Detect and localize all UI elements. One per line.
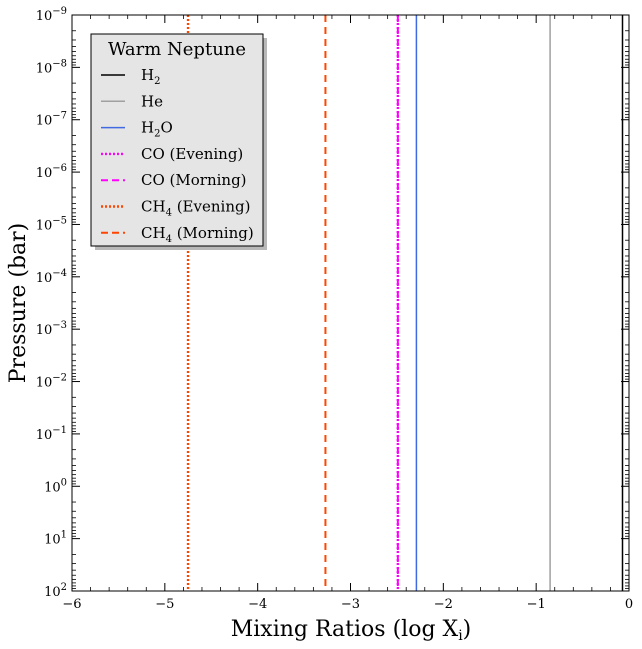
legend-entries: H2 He H2O CO (Evening) CO (Morning) CH4 (Even…	[101, 66, 254, 245]
y-tick-label: 10−4	[36, 268, 67, 286]
legend-label: H2O	[141, 119, 173, 140]
legend-label: CH4 (Morning)	[141, 224, 254, 245]
y-tick-label: 102	[44, 582, 67, 600]
x-tick-labels: −6 −5 −4 −3 −2 −1 0	[62, 597, 633, 612]
y-tick-label: 10−5	[36, 215, 67, 233]
x-axis-label: Mixing Ratios (log Xi)	[231, 617, 472, 644]
y-tick-label: 10−6	[36, 163, 67, 181]
legend-label: CO (Evening)	[141, 145, 243, 163]
legend-box	[90, 33, 264, 247]
y-tick-labels: 10−9 10−8 10−7 10−6 10−5 10−4 10−3 10−2 10−1 100 1…	[36, 6, 67, 600]
legend-label: CH4 (Evening)	[141, 198, 250, 219]
legend-label: CO (Morning)	[141, 171, 247, 189]
x-tick-label: 0	[625, 597, 633, 612]
legend-label: He	[141, 92, 163, 110]
x-tick-label: −6	[62, 597, 81, 612]
y-tick-label: 100	[44, 477, 67, 495]
y-tick-label: 10−9	[36, 6, 67, 24]
axis-titles: Mixing Ratios (log Xi) Pressure (bar)	[6, 223, 471, 644]
y-tick-label: 101	[44, 530, 67, 548]
y-tick-label: 10−1	[36, 425, 67, 443]
plot-frame	[71, 14, 630, 592]
minor-ticks	[72, 15, 629, 591]
y-tick-label: 10−3	[36, 320, 67, 338]
x-tick-label: −2	[434, 597, 453, 612]
x-tick-label: −1	[527, 597, 546, 612]
y-tick-label: 10−2	[36, 373, 67, 391]
y-tick-label: 10−7	[36, 111, 67, 129]
x-tick-label: −4	[248, 597, 267, 612]
x-tick-label: −3	[341, 597, 360, 612]
y-tick-label: 10−8	[36, 58, 67, 76]
legend-title: Warm Neptune	[108, 39, 246, 60]
y-axis-label: Pressure (bar)	[6, 223, 31, 384]
legend: Warm Neptune H2 He H2O CO (Evening) CO (Morn…	[90, 33, 267, 250]
legend-label: H2	[141, 66, 160, 87]
x-tick-label: −5	[155, 597, 174, 612]
